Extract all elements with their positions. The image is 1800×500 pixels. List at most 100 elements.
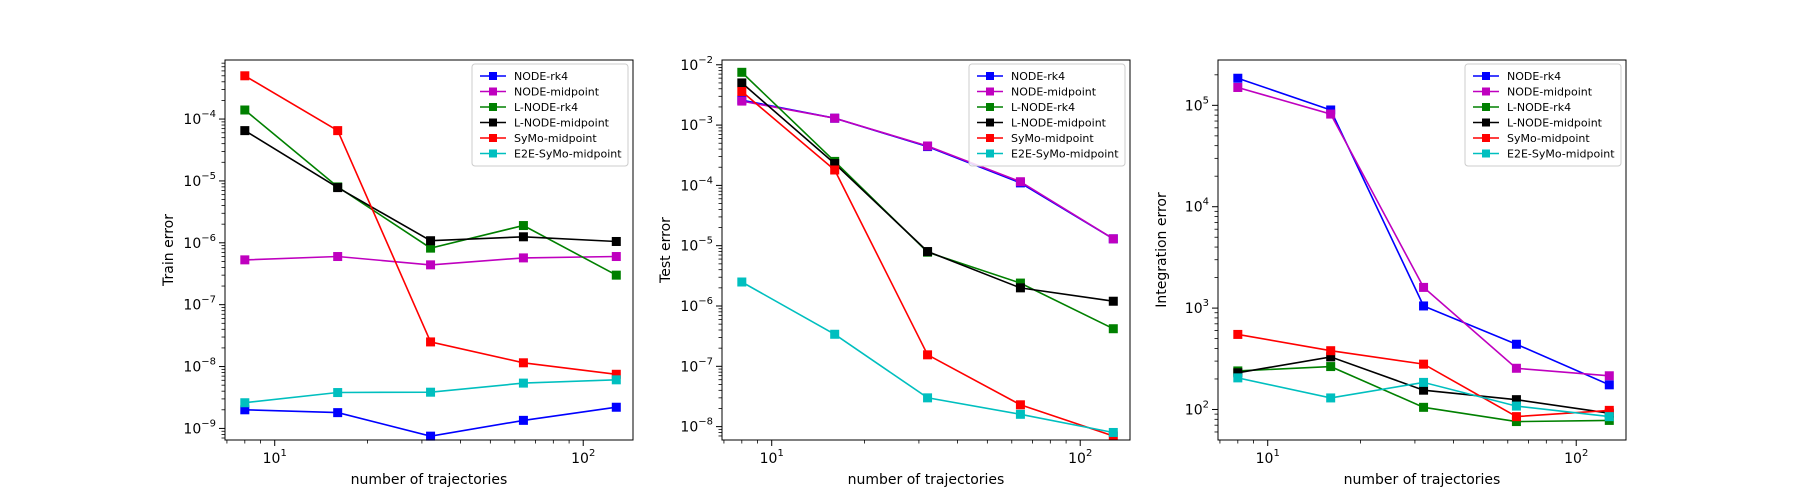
legend-label: E2E-SyMo-midpoint bbox=[1011, 148, 1119, 161]
legend-box bbox=[1464, 63, 1622, 167]
data-point bbox=[611, 236, 621, 246]
data-point bbox=[518, 232, 528, 242]
legend-entry: NODE-midpoint bbox=[1473, 86, 1593, 99]
legend-marker bbox=[986, 149, 994, 158]
series-NODE-midpoint bbox=[1233, 82, 1614, 381]
data-point bbox=[737, 87, 747, 97]
data-point bbox=[426, 243, 436, 253]
data-point bbox=[1015, 177, 1025, 187]
y-axis-title: Train error bbox=[161, 214, 177, 287]
data-point bbox=[1233, 82, 1243, 92]
legend-label: NODE-midpoint bbox=[514, 86, 600, 99]
axes-frame bbox=[721, 59, 1131, 441]
legend-entry: SyMo-midpoint bbox=[977, 132, 1094, 145]
data-point bbox=[923, 141, 933, 151]
legend-entry: NODE-rk4 bbox=[1473, 70, 1561, 83]
data-point bbox=[1015, 283, 1025, 293]
data-point bbox=[1233, 329, 1243, 339]
legend-entry: L-NODE-rk4 bbox=[480, 101, 578, 114]
legend-marker bbox=[986, 72, 994, 80]
data-point bbox=[737, 78, 747, 88]
series-NODE-midpoint bbox=[240, 252, 621, 270]
legend-label: NODE-rk4 bbox=[1507, 70, 1561, 83]
legend-marker bbox=[489, 149, 497, 158]
y-axis-title: Test error bbox=[658, 217, 674, 284]
data-point bbox=[1419, 377, 1429, 387]
legend-label: SyMo-midpoint bbox=[514, 132, 597, 145]
data-point bbox=[1233, 73, 1243, 83]
legend-marker bbox=[986, 118, 994, 127]
data-point bbox=[1419, 402, 1429, 412]
data-point bbox=[1326, 352, 1336, 362]
legend-box bbox=[968, 63, 1126, 167]
data-point bbox=[426, 236, 436, 246]
data-point bbox=[1511, 417, 1521, 427]
series-NODE-midpoint bbox=[737, 96, 1118, 244]
legend-entry: L-NODE-rk4 bbox=[977, 101, 1075, 114]
data-point bbox=[923, 393, 933, 403]
legend-label: E2E-SyMo-midpoint bbox=[514, 148, 622, 161]
data-point bbox=[1108, 296, 1118, 306]
data-point bbox=[830, 159, 840, 169]
data-point bbox=[1233, 373, 1243, 383]
data-point bbox=[1326, 346, 1336, 356]
data-point bbox=[333, 126, 343, 136]
legend-marker bbox=[489, 87, 497, 96]
legend-entry: L-NODE-rk4 bbox=[1473, 101, 1571, 114]
data-point bbox=[611, 252, 621, 262]
data-point bbox=[518, 221, 528, 231]
data-point bbox=[1419, 385, 1429, 395]
series-E2E-SyMo-midpoint bbox=[1233, 373, 1614, 422]
data-point bbox=[611, 375, 621, 385]
legend-entry: E2E-SyMo-midpoint bbox=[977, 148, 1119, 161]
legend-marker bbox=[489, 103, 497, 111]
data-point bbox=[830, 329, 840, 339]
series-L-NODE-midpoint bbox=[240, 126, 621, 246]
data-point bbox=[1604, 405, 1614, 415]
legend-marker bbox=[1482, 134, 1490, 142]
axes-frame bbox=[224, 59, 634, 441]
legend-marker bbox=[986, 134, 994, 142]
series-L-NODE-midpoint bbox=[737, 78, 1118, 306]
data-point bbox=[1015, 278, 1025, 288]
data-point bbox=[1604, 412, 1614, 422]
data-point bbox=[737, 277, 747, 287]
data-point bbox=[240, 255, 250, 265]
data-point bbox=[830, 113, 840, 123]
legend-label: L-NODE-midpoint bbox=[1011, 117, 1107, 130]
data-point bbox=[1511, 339, 1521, 349]
legend-marker bbox=[1482, 103, 1490, 111]
legend-label: L-NODE-midpoint bbox=[514, 117, 610, 130]
series-E2E-SyMo-midpoint bbox=[737, 277, 1118, 437]
data-point bbox=[611, 402, 621, 412]
data-point bbox=[1326, 393, 1336, 403]
legend-label: L-NODE-rk4 bbox=[1011, 101, 1075, 114]
legend-marker bbox=[489, 72, 497, 80]
legend-entry: NODE-midpoint bbox=[977, 86, 1097, 99]
data-point bbox=[426, 260, 436, 270]
legend-label: NODE-rk4 bbox=[514, 70, 568, 83]
legend-label: NODE-midpoint bbox=[1507, 86, 1593, 99]
x-axis-title: number of trajectories bbox=[1344, 472, 1501, 488]
data-point bbox=[426, 337, 436, 347]
data-point bbox=[1015, 409, 1025, 419]
legend: NODE-rk4 NODE-midpoint L-NODE-rk4 L-NODE-mi… bbox=[968, 63, 1126, 167]
legend-marker bbox=[986, 87, 994, 96]
legend-marker bbox=[489, 118, 497, 127]
data-point bbox=[1511, 363, 1521, 373]
legend-entry: L-NODE-midpoint bbox=[480, 117, 610, 130]
legend-entry: L-NODE-midpoint bbox=[1473, 117, 1603, 130]
data-point bbox=[426, 431, 436, 441]
data-point bbox=[1108, 427, 1118, 437]
data-point bbox=[923, 350, 933, 360]
series-E2E-SyMo-midpoint bbox=[240, 375, 621, 408]
data-point bbox=[1511, 395, 1521, 405]
legend-entry: E2E-SyMo-midpoint bbox=[480, 148, 622, 161]
data-point bbox=[830, 165, 840, 175]
data-point bbox=[240, 126, 250, 136]
legend-label: NODE-rk4 bbox=[1011, 70, 1065, 83]
data-point bbox=[1511, 401, 1521, 411]
